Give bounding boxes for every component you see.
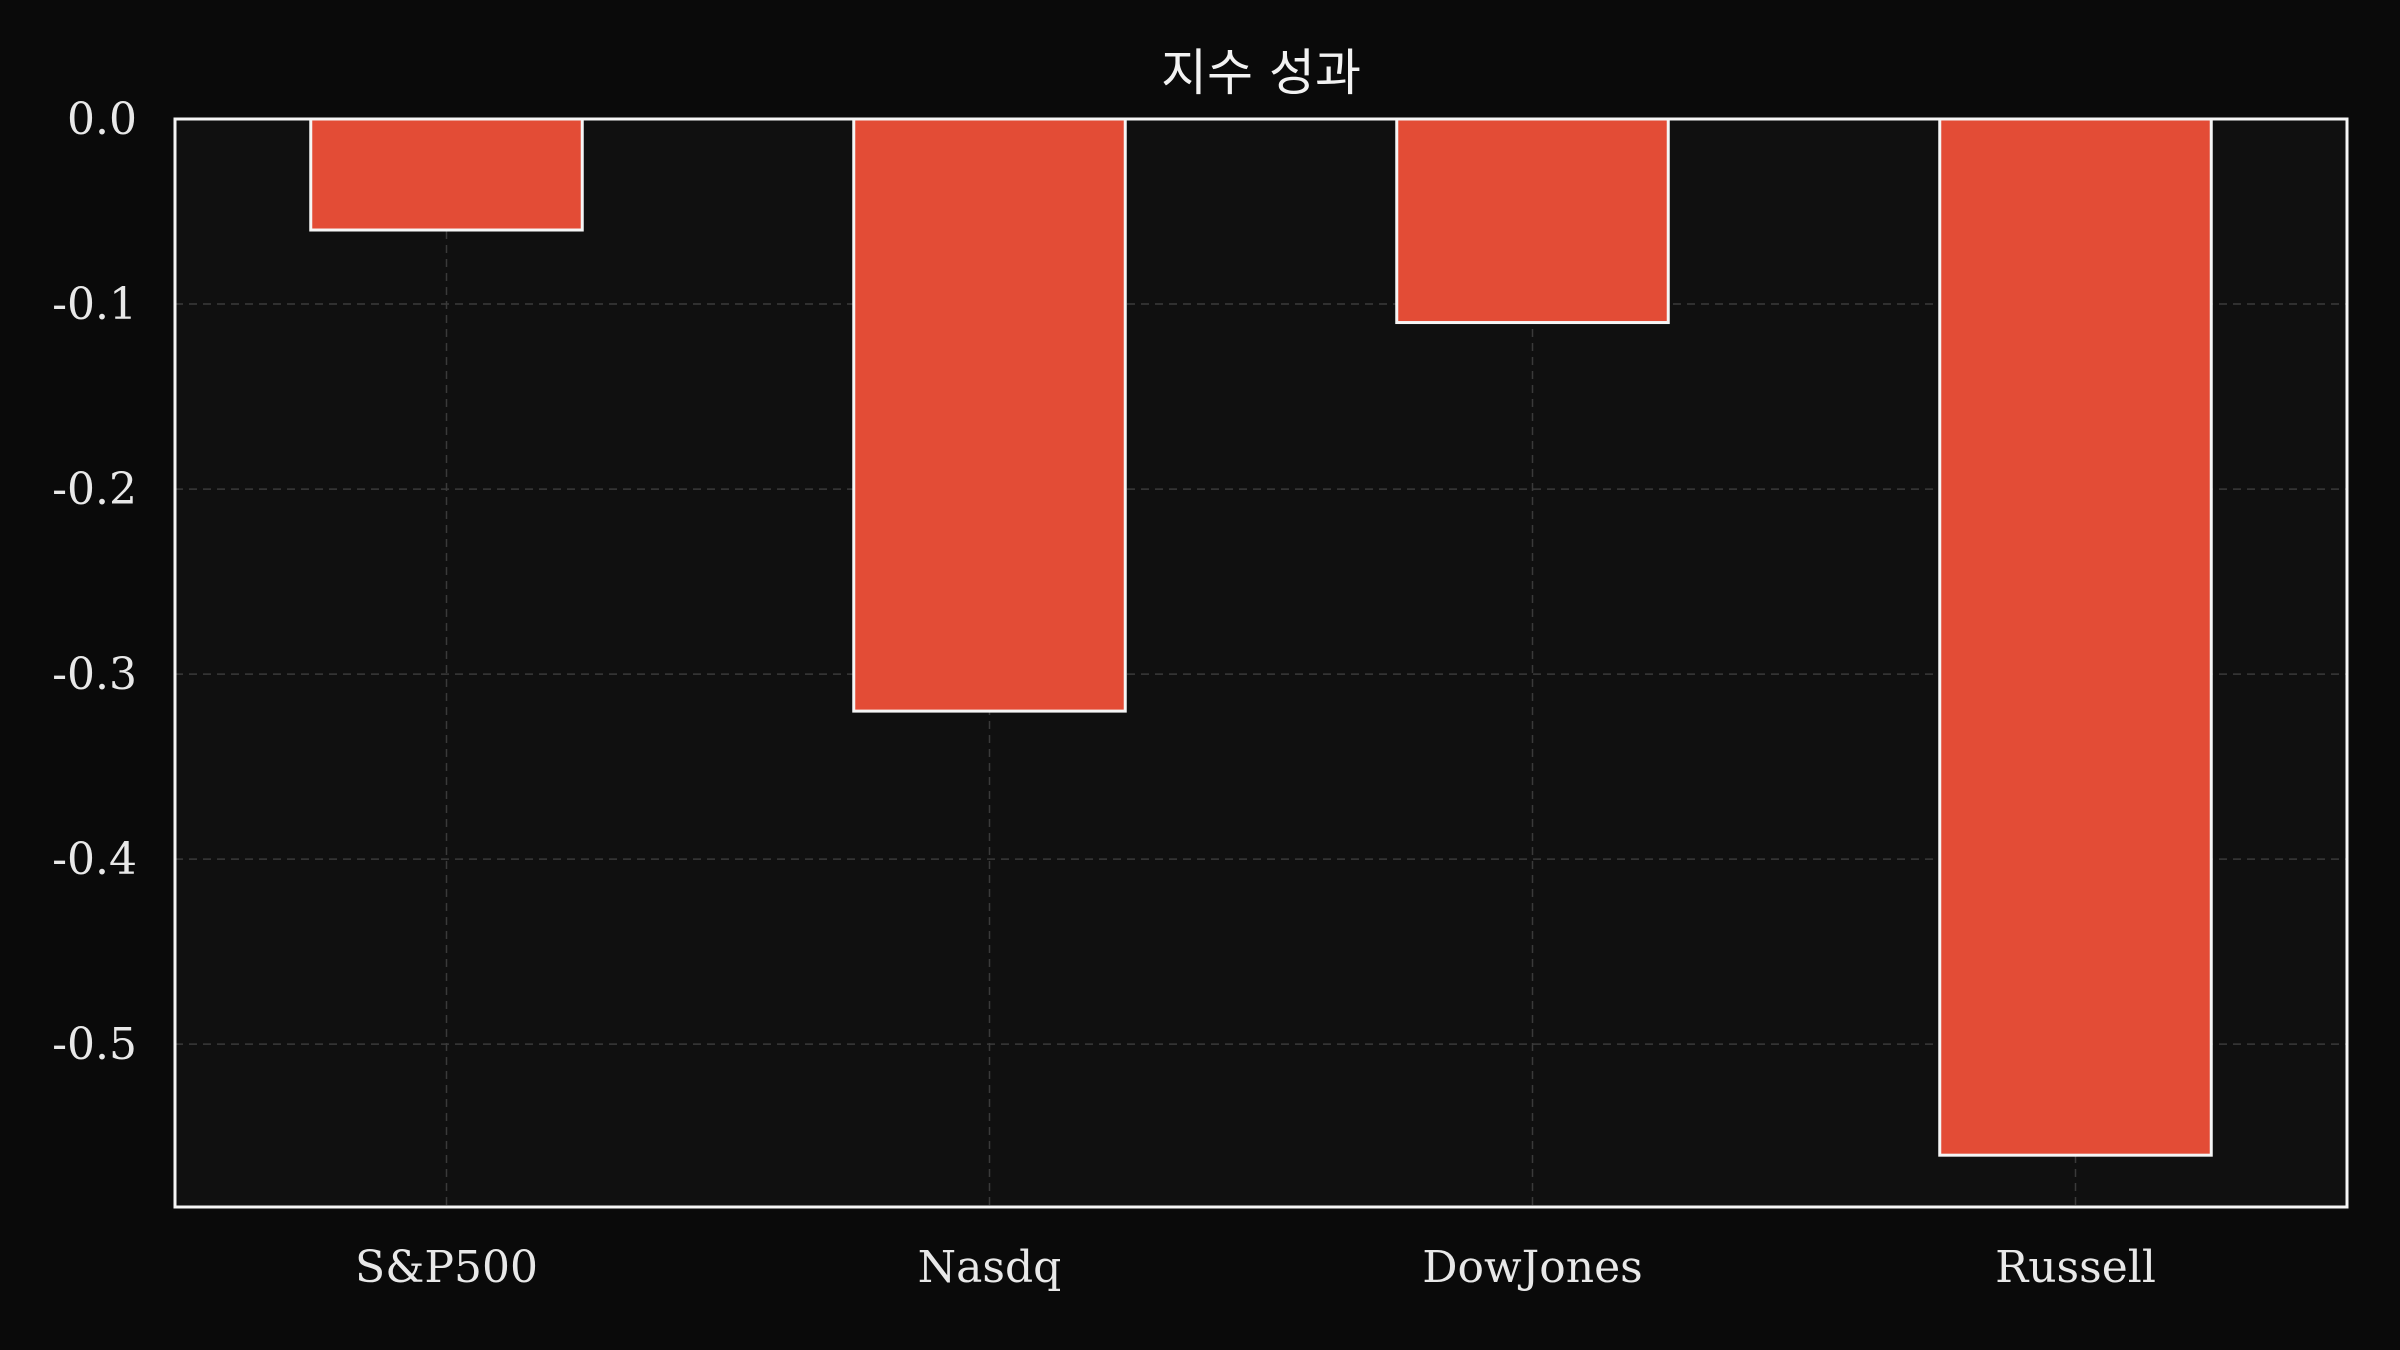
bar-dowjones bbox=[1395, 117, 1670, 325]
chart-title: 지수 성과 bbox=[1161, 44, 1361, 102]
bar-russell bbox=[1938, 117, 2213, 1157]
y-tick-label: -0.4 bbox=[52, 834, 137, 885]
y-tick-label: 0.0 bbox=[67, 94, 137, 145]
x-tick-label: DowJones bbox=[1422, 1242, 1643, 1293]
bar-nasdq bbox=[852, 117, 1127, 713]
x-tick-label: Nasdq bbox=[918, 1242, 1062, 1293]
y-tick-label: -0.3 bbox=[52, 649, 137, 700]
bars bbox=[309, 117, 2213, 1157]
x-axis-ticks: S&P500 Nasdq DowJones Russell bbox=[355, 1242, 2156, 1293]
y-tick-label: -0.2 bbox=[52, 464, 137, 515]
y-tick-label: -0.5 bbox=[52, 1019, 137, 1070]
x-tick-label: S&P500 bbox=[355, 1242, 538, 1293]
plot-frame bbox=[173, 117, 2349, 1209]
y-axis-ticks: 0.0 -0.1 -0.2 -0.3 -0.4 -0.5 bbox=[52, 94, 137, 1070]
y-tick-label: -0.1 bbox=[52, 279, 137, 330]
bar-s-p500 bbox=[309, 117, 584, 232]
x-tick-label: Russell bbox=[1995, 1242, 2156, 1293]
